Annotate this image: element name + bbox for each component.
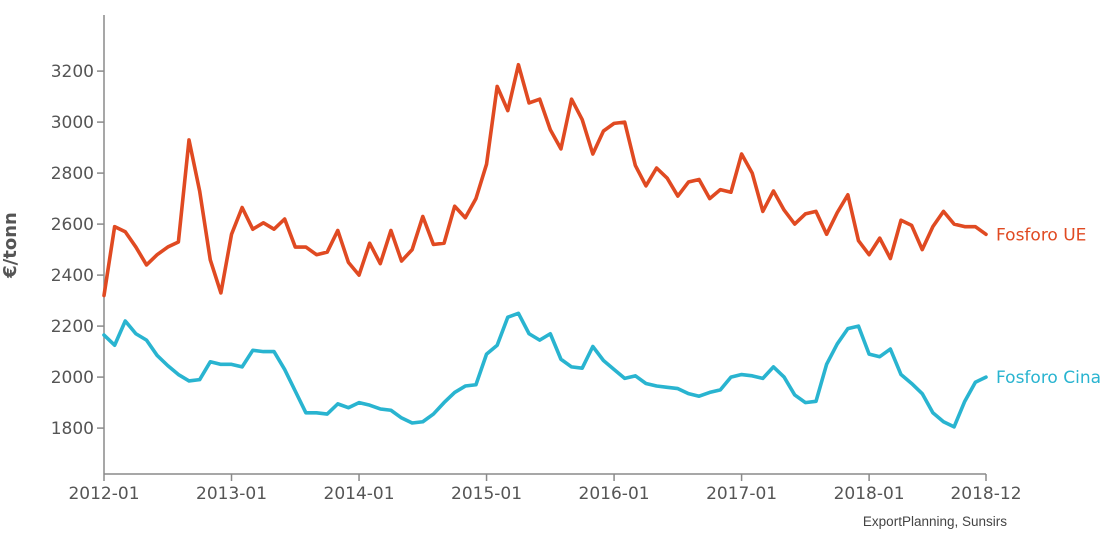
x-tick-label: 2018-12 (950, 484, 1021, 504)
y-axis: 1800 2000 2200 2400 2600 2800 3000 3200 (51, 15, 105, 474)
y-tick-label: 2200 (51, 317, 94, 337)
series-label-1: Fosforo Cina (996, 368, 1101, 388)
y-tick-label: 2600 (51, 215, 94, 235)
y-tick-label: 2400 (51, 266, 94, 286)
y-tick-label: 3200 (51, 62, 94, 82)
y-tick-label: 1800 (51, 419, 94, 439)
series-layer: Fosforo UE Fosforo Cina (102, 62, 1101, 429)
series-label-0: Fosforo UE (996, 225, 1086, 245)
y-tick-label: 3000 (51, 113, 94, 133)
series-line-1 (102, 311, 988, 429)
x-tick-label: 2018-01 (834, 484, 905, 504)
x-tick-label: 2016-01 (579, 484, 650, 504)
series-line-0 (102, 62, 988, 298)
y-tick-label: 2000 (51, 368, 94, 388)
x-tick-label: 2017-01 (706, 484, 777, 504)
x-axis: 2012-01 2013-01 2014-01 2015-01 2016-01 2017-… (68, 473, 1022, 504)
x-tick-label: 2015-01 (451, 484, 522, 504)
x-tick-label: 2014-01 (324, 484, 395, 504)
x-tick-label: 2012-01 (68, 484, 139, 504)
x-tick-label: 2013-01 (196, 484, 267, 504)
y-tick-label: 2800 (51, 164, 94, 184)
y-axis-label: €/tonn (0, 212, 21, 279)
source-note: ExportPlanning, Sunsirs (863, 514, 1007, 529)
